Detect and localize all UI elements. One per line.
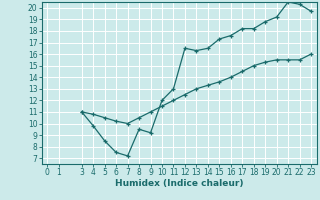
X-axis label: Humidex (Indice chaleur): Humidex (Indice chaleur) [115, 179, 244, 188]
